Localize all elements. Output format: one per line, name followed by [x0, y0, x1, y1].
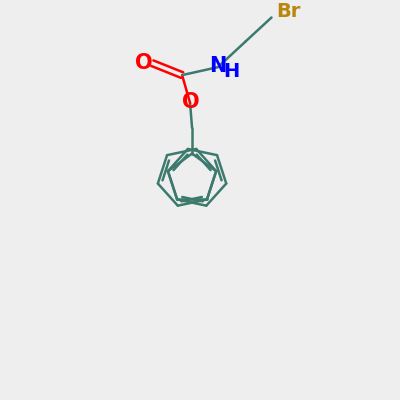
Text: Br: Br [276, 2, 301, 21]
Text: O: O [134, 53, 152, 73]
Text: O: O [182, 92, 200, 112]
Text: H: H [224, 62, 240, 81]
Text: N: N [209, 56, 226, 76]
